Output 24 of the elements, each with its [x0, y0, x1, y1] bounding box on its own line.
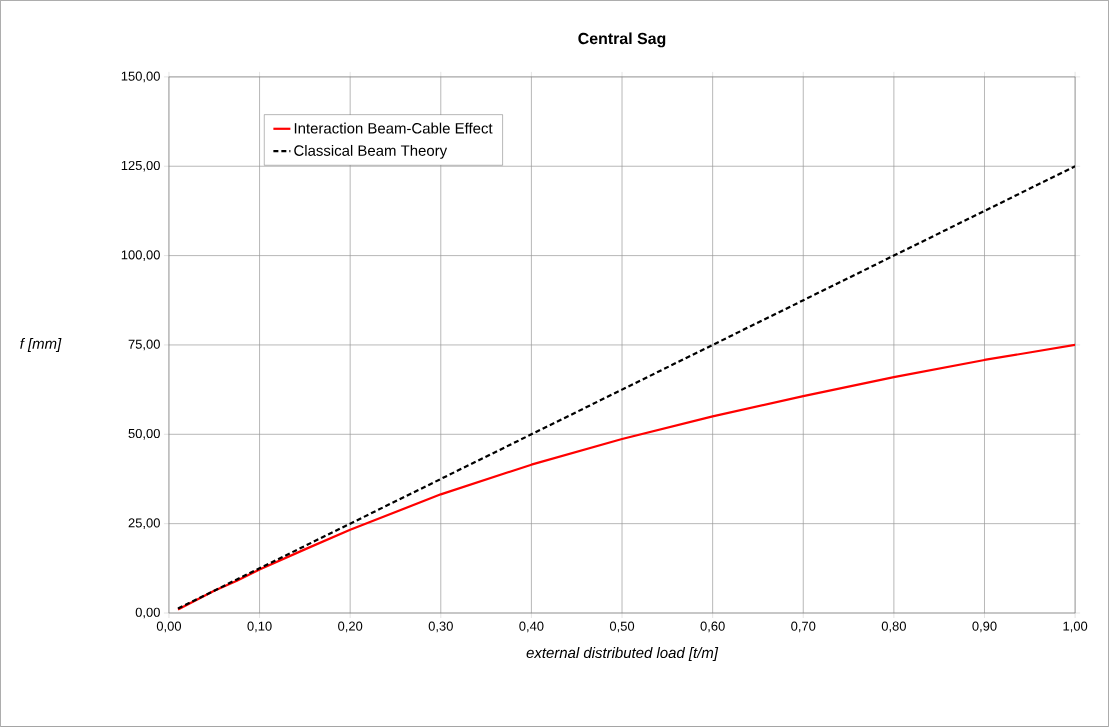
line-series — [176, 343, 1076, 611]
x-tick-label: 0,30 — [428, 621, 453, 633]
y-tick-label: 75,00 — [128, 339, 160, 351]
legend-label: Interaction Beam-Cable Effect — [294, 122, 493, 134]
x-tick-label: 0,40 — [519, 621, 544, 633]
x-tick-label: 0,70 — [791, 621, 816, 633]
x-tick-label: 0,90 — [972, 621, 997, 633]
y-tick-label: 50,00 — [128, 428, 160, 440]
x-tick-label: 1,00 — [1063, 621, 1088, 633]
x-tick-label: 0,60 — [700, 621, 725, 633]
x-tick-label: 0,10 — [247, 621, 272, 633]
x-tick-label: 0,00 — [156, 621, 182, 633]
y-tick-label: 125,00 — [121, 160, 160, 172]
y-tick-label: 100,00 — [121, 250, 160, 261]
legend-label: Classical Beam Theory — [294, 144, 448, 159]
x-tick-label: 0,80 — [881, 621, 906, 633]
x-axis-title: external distributed load [t/m] — [526, 647, 719, 662]
y-tick-label: 0,00 — [135, 607, 160, 619]
chart-title: Central Sag — [578, 32, 666, 48]
x-tick-label: 0,50 — [609, 621, 635, 633]
y-axis-title: f [mm] — [20, 338, 62, 352]
y-tick-label: 150,00 — [121, 71, 160, 83]
x-tick-label: 0,20 — [338, 621, 363, 633]
y-tick-label: 25,00 — [128, 518, 160, 530]
